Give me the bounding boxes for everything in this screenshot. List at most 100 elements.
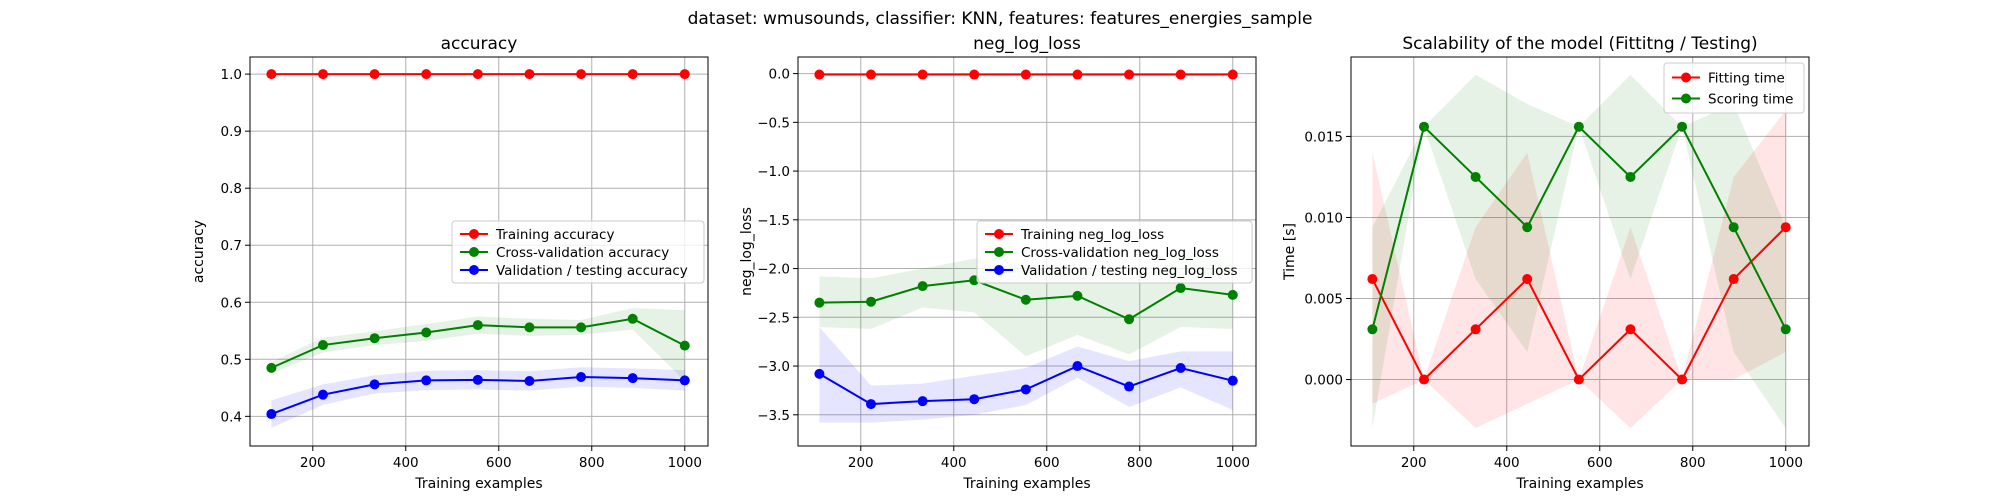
- confidence-band-2: [1372, 74, 1786, 429]
- data-point: [627, 69, 638, 80]
- data-point: [679, 340, 690, 351]
- data-point: [524, 322, 535, 333]
- data-point: [1728, 222, 1739, 233]
- data-point: [472, 69, 483, 80]
- data-point: [969, 394, 980, 405]
- data-point: [421, 69, 432, 80]
- data-point: [472, 374, 483, 385]
- legend-entry: Training accuracy: [495, 227, 614, 243]
- data-point: [524, 69, 535, 80]
- x-tick-label: 800: [1680, 455, 1706, 471]
- plot-area: [1367, 74, 1791, 429]
- data-point: [627, 313, 638, 324]
- data-point: [917, 69, 928, 80]
- data-point: [1677, 374, 1688, 385]
- data-point: [1072, 69, 1083, 80]
- x-tick-label: 800: [579, 455, 605, 471]
- data-point: [318, 389, 329, 400]
- legend-swatch-marker: [994, 247, 1004, 257]
- legend-swatch-marker: [469, 247, 479, 257]
- legend-swatch-marker: [994, 265, 1004, 275]
- data-point: [1124, 381, 1135, 392]
- legend-swatch-marker: [1681, 93, 1691, 104]
- y-axis-label: neg_log_loss: [739, 207, 755, 296]
- data-point: [1522, 222, 1533, 233]
- y-tick-label: 0.8: [221, 181, 242, 197]
- data-point: [1175, 69, 1186, 80]
- data-point: [866, 399, 877, 410]
- data-point: [1020, 69, 1031, 80]
- data-point: [679, 375, 690, 386]
- data-point: [1677, 121, 1688, 132]
- data-point: [814, 368, 825, 379]
- legend: Training accuracy Cross-validation accura…: [451, 220, 705, 284]
- y-axis-label: Time [s]: [1282, 223, 1298, 281]
- legend-entry: Cross-validation neg_log_loss: [1021, 245, 1219, 261]
- data-point: [1367, 324, 1378, 335]
- data-point: [1780, 222, 1791, 233]
- x-axis-label: Training examples: [962, 476, 1090, 492]
- legend-swatch-marker: [994, 229, 1004, 239]
- y-tick-label: −0.5: [757, 115, 790, 131]
- y-tick-label: −1.5: [757, 213, 790, 229]
- data-point: [1020, 294, 1031, 305]
- y-tick-label: 0.7: [221, 238, 242, 254]
- data-point: [969, 69, 980, 80]
- x-tick-label: 200: [1401, 455, 1427, 471]
- data-point: [1470, 171, 1481, 182]
- y-tick-label: 0.0: [769, 67, 790, 83]
- chart-panels: 200 400 600 800 1000 0.4 0.5 0.6 0.7 0.8 0.9 1.0 acc…: [191, 34, 1810, 492]
- confidence-band-1: [1372, 110, 1786, 429]
- legend-entry: Training neg_log_loss: [1020, 227, 1164, 243]
- data-point: [369, 69, 380, 80]
- x-tick-label: 1000: [1216, 455, 1250, 471]
- data-point: [1124, 314, 1135, 325]
- data-point: [1625, 324, 1636, 335]
- y-tick-label: 0.000: [1304, 373, 1343, 389]
- data-point: [318, 69, 329, 80]
- x-tick-label: 600: [1034, 455, 1060, 471]
- plot-frame: [1350, 56, 1810, 447]
- legend-entry: Fitting time: [1708, 71, 1785, 87]
- data-point: [1175, 283, 1186, 294]
- x-axis-label: Training examples: [1515, 476, 1643, 492]
- data-point: [266, 409, 277, 420]
- data-point: [1419, 374, 1430, 385]
- x-tick-label: 600: [486, 455, 512, 471]
- plot-area: [266, 69, 690, 428]
- y-tick-label: 0.4: [221, 409, 242, 425]
- data-point: [814, 69, 825, 80]
- y-tick-label: −3.0: [757, 359, 790, 375]
- data-point: [266, 69, 277, 80]
- data-point: [1625, 171, 1636, 182]
- data-point: [1227, 289, 1238, 300]
- plot-frame: [249, 56, 709, 447]
- data-point: [369, 379, 380, 390]
- x-tick-label: 400: [393, 455, 419, 471]
- x-axis-label: Training examples: [414, 476, 542, 492]
- legend: Training neg_log_loss Cross-validation ne…: [976, 220, 1253, 284]
- data-point: [1227, 69, 1238, 80]
- data-point: [1470, 324, 1481, 335]
- data-point: [1573, 374, 1584, 385]
- data-point: [524, 375, 535, 386]
- data-point: [421, 375, 432, 386]
- data-point: [266, 362, 277, 373]
- data-point: [472, 320, 483, 331]
- data-point: [1020, 384, 1031, 395]
- y-tick-label: 0.005: [1304, 292, 1343, 308]
- legend-box: [976, 220, 1253, 284]
- data-point: [421, 327, 432, 338]
- y-tick-label: 0.5: [221, 352, 242, 368]
- x-tick-label: 800: [1127, 455, 1153, 471]
- panel-title: Scalability of the model (Fittitng / Tes…: [1402, 34, 1757, 54]
- data-point: [1072, 361, 1083, 372]
- data-point: [1728, 274, 1739, 285]
- data-point: [576, 371, 587, 382]
- data-point: [576, 322, 587, 333]
- chart-panel-1: 200 400 600 800 1000 0.4 0.5 0.6 0.7 0.8 0.9 1.0 acc…: [191, 34, 709, 492]
- y-tick-label: 0.9: [221, 124, 242, 140]
- legend-swatch-marker: [469, 265, 479, 275]
- x-tick-label: 400: [1494, 455, 1520, 471]
